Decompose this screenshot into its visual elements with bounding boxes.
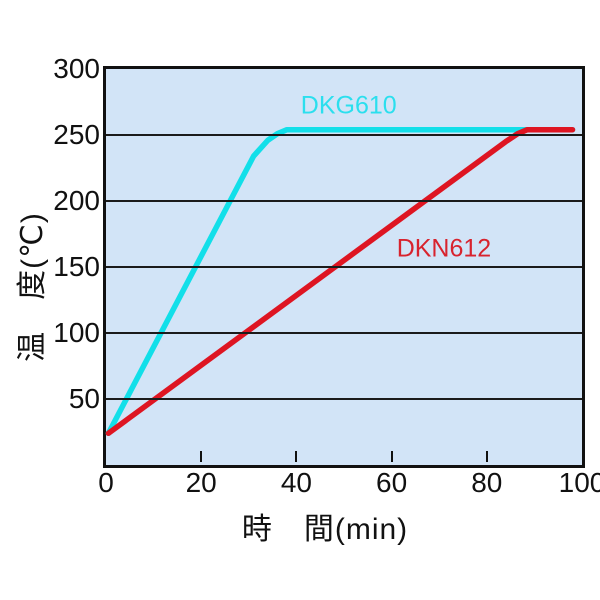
gridline-y-250 [106, 134, 582, 136]
x-tick-mark-80 [485, 451, 488, 462]
x-tick-label-60: 60 [376, 467, 408, 498]
series-label-dkn612: DKN612 [396, 234, 492, 263]
x-tick-mark-60 [390, 451, 393, 462]
y-tick-label-300: 300 [53, 53, 100, 84]
x-tick-label-0: 0 [98, 467, 114, 498]
gridline-y-100 [106, 332, 582, 334]
y-tick-label-50: 50 [68, 383, 100, 414]
x-tick-label-80: 80 [471, 467, 503, 498]
y-tick-label-250: 250 [53, 119, 100, 150]
x-axis-title: 時 間(min) [241, 513, 409, 546]
x-tick-label-100: 100 [558, 467, 600, 498]
y-tick-label-150: 150 [53, 251, 100, 282]
y-tick-label-200: 200 [53, 185, 100, 216]
x-tick-mark-20 [200, 451, 203, 462]
x-tick-mark-40 [295, 451, 298, 462]
x-tick-label-40: 40 [280, 467, 312, 498]
x-tick-label-20: 20 [185, 467, 217, 498]
y-tick-label-100: 100 [53, 317, 100, 348]
gridline-y-200 [106, 200, 582, 202]
series-label-dkg610: DKG610 [300, 91, 397, 120]
gridline-y-50 [106, 398, 582, 400]
gridline-y-150 [106, 266, 582, 268]
